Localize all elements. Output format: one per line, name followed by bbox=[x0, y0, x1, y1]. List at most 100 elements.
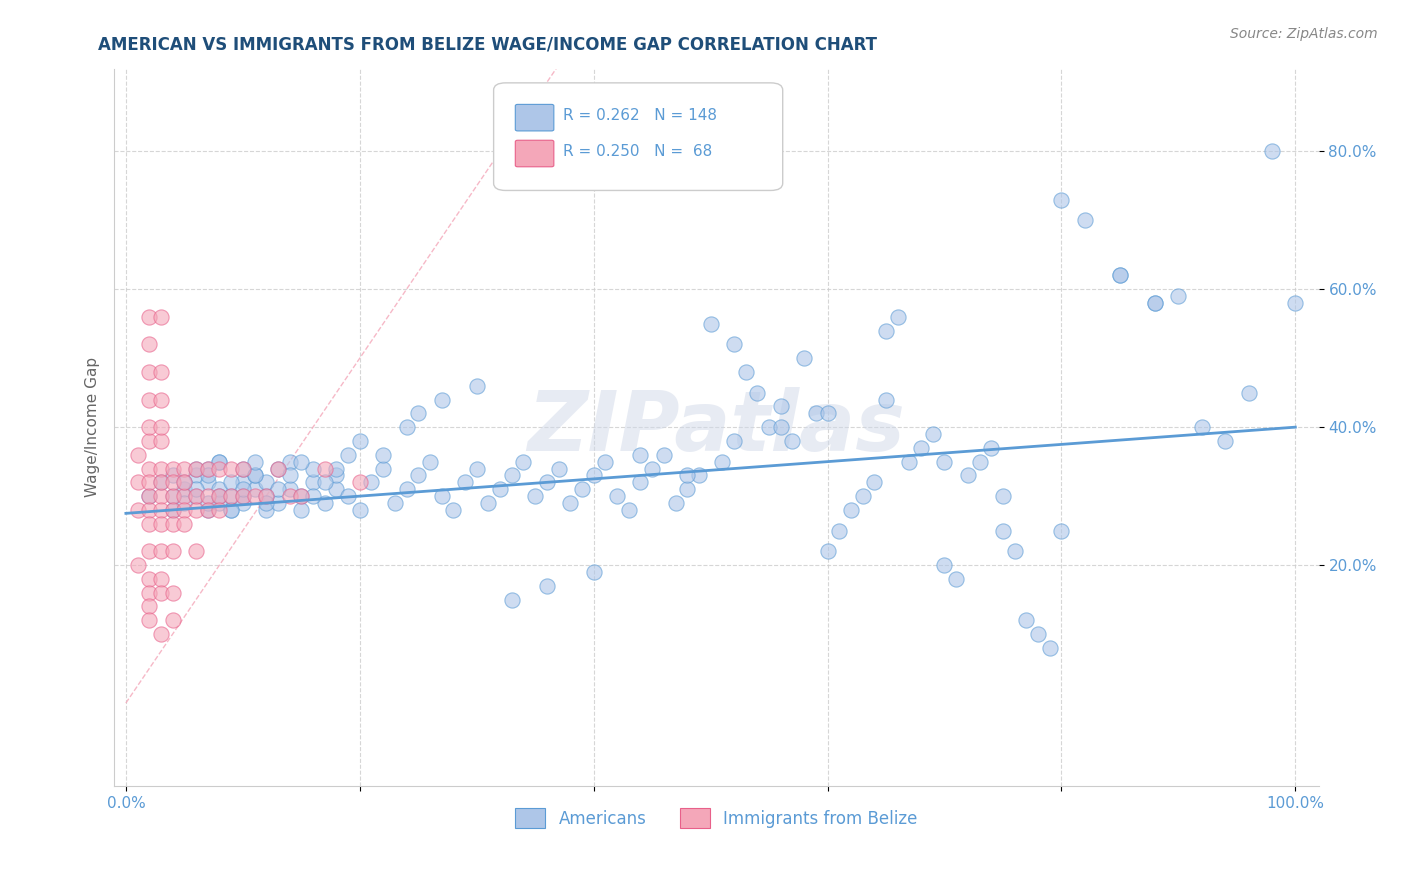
Point bbox=[162, 613, 184, 627]
Point bbox=[149, 392, 172, 407]
Point bbox=[243, 468, 266, 483]
Point bbox=[208, 489, 231, 503]
Point bbox=[314, 496, 336, 510]
Point bbox=[197, 475, 219, 490]
Point bbox=[465, 461, 488, 475]
Point bbox=[1261, 145, 1284, 159]
FancyBboxPatch shape bbox=[515, 104, 554, 131]
Point bbox=[138, 503, 160, 517]
Point bbox=[197, 496, 219, 510]
Point bbox=[254, 489, 277, 503]
Point bbox=[1237, 385, 1260, 400]
Point bbox=[197, 503, 219, 517]
Point bbox=[1284, 296, 1306, 310]
Point bbox=[1167, 289, 1189, 303]
Point bbox=[162, 544, 184, 558]
Point bbox=[208, 503, 231, 517]
Point bbox=[138, 310, 160, 324]
Point bbox=[138, 585, 160, 599]
Point bbox=[454, 475, 477, 490]
Point bbox=[267, 496, 290, 510]
Point bbox=[1143, 296, 1166, 310]
Point bbox=[302, 475, 325, 490]
Point bbox=[232, 461, 254, 475]
Point bbox=[349, 434, 371, 448]
Point bbox=[232, 475, 254, 490]
Point bbox=[676, 482, 699, 496]
Point bbox=[314, 461, 336, 475]
Point bbox=[173, 461, 195, 475]
Point bbox=[173, 503, 195, 517]
Point bbox=[325, 468, 347, 483]
Point bbox=[208, 482, 231, 496]
Point bbox=[162, 585, 184, 599]
Point bbox=[149, 503, 172, 517]
Point bbox=[219, 489, 242, 503]
Point bbox=[243, 489, 266, 503]
Point bbox=[314, 475, 336, 490]
Point bbox=[465, 378, 488, 392]
Point bbox=[173, 475, 195, 490]
Point bbox=[547, 461, 569, 475]
Point bbox=[138, 489, 160, 503]
Point bbox=[991, 524, 1014, 538]
Point bbox=[395, 482, 418, 496]
Point bbox=[138, 489, 160, 503]
Point bbox=[184, 461, 207, 475]
Point bbox=[1026, 627, 1049, 641]
Point bbox=[290, 489, 312, 503]
Point bbox=[898, 455, 921, 469]
Point bbox=[1050, 524, 1073, 538]
Point bbox=[302, 461, 325, 475]
Point bbox=[349, 475, 371, 490]
Text: Source: ZipAtlas.com: Source: ZipAtlas.com bbox=[1230, 27, 1378, 41]
Point bbox=[325, 482, 347, 496]
Point bbox=[875, 324, 897, 338]
Point bbox=[278, 489, 301, 503]
Point bbox=[162, 475, 184, 490]
Point bbox=[138, 392, 160, 407]
Point bbox=[991, 489, 1014, 503]
Point bbox=[173, 482, 195, 496]
Point bbox=[921, 427, 943, 442]
Point bbox=[617, 503, 640, 517]
Point bbox=[149, 420, 172, 434]
Point bbox=[149, 475, 172, 490]
Point bbox=[793, 351, 815, 366]
Point bbox=[430, 392, 453, 407]
Point bbox=[173, 475, 195, 490]
Point bbox=[512, 455, 534, 469]
Point bbox=[817, 406, 839, 420]
Point bbox=[349, 503, 371, 517]
Point bbox=[571, 482, 593, 496]
Point bbox=[582, 468, 605, 483]
Point bbox=[325, 461, 347, 475]
Point bbox=[477, 496, 499, 510]
Point bbox=[430, 489, 453, 503]
Point bbox=[1143, 296, 1166, 310]
Point bbox=[162, 468, 184, 483]
Point bbox=[184, 489, 207, 503]
Point bbox=[501, 468, 523, 483]
Point bbox=[149, 627, 172, 641]
Point bbox=[723, 434, 745, 448]
Point bbox=[138, 475, 160, 490]
Point bbox=[302, 489, 325, 503]
Point bbox=[149, 365, 172, 379]
Point bbox=[606, 489, 628, 503]
Point bbox=[711, 455, 734, 469]
Point bbox=[278, 468, 301, 483]
Point bbox=[149, 489, 172, 503]
Point bbox=[267, 482, 290, 496]
Point bbox=[127, 558, 149, 573]
Point bbox=[676, 468, 699, 483]
Point bbox=[290, 503, 312, 517]
Point bbox=[1191, 420, 1213, 434]
Point bbox=[138, 337, 160, 351]
Point bbox=[1074, 213, 1097, 227]
Point bbox=[652, 448, 675, 462]
Point bbox=[232, 496, 254, 510]
Point bbox=[267, 461, 290, 475]
Point bbox=[184, 503, 207, 517]
Point bbox=[243, 455, 266, 469]
